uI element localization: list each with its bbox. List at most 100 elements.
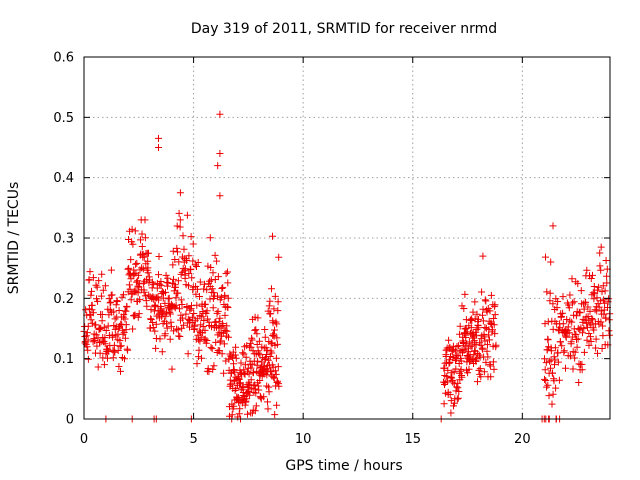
data-point [563, 316, 571, 323]
y-tick-label: 0.6 [53, 51, 74, 66]
data-point [174, 248, 181, 256]
data-point [110, 341, 118, 349]
data-point [201, 300, 209, 308]
data-point [593, 294, 601, 302]
data-point [559, 320, 567, 328]
data-point [546, 357, 554, 365]
data-point [218, 285, 226, 292]
data-point [264, 356, 272, 364]
data-point [214, 292, 221, 300]
data-point [564, 323, 572, 331]
data-point [598, 345, 606, 352]
data-point [121, 334, 129, 342]
data-point [195, 346, 203, 354]
data-point [482, 297, 490, 305]
plot-frame [83, 56, 611, 420]
data-point [244, 410, 251, 418]
data-point [117, 342, 125, 350]
data-point [252, 402, 260, 410]
data-point [141, 292, 149, 300]
data-point [121, 315, 129, 323]
data-point [587, 275, 595, 282]
data-point [98, 270, 106, 278]
data-point [211, 251, 219, 259]
data-point [232, 343, 240, 351]
data-point [489, 326, 496, 334]
data-point [114, 347, 122, 354]
data-point [196, 337, 204, 345]
data-point [223, 327, 231, 335]
data-point [220, 340, 228, 348]
data-point [266, 353, 274, 360]
data-point [200, 285, 208, 293]
data-point [597, 318, 605, 326]
data-point [236, 380, 243, 388]
data-point [98, 311, 106, 318]
data-point [216, 110, 224, 118]
data-point [228, 411, 236, 419]
data-point [218, 350, 226, 358]
data-point [549, 222, 557, 230]
data-point [162, 288, 169, 296]
data-point [173, 325, 181, 333]
data-point [267, 368, 275, 376]
data-point [260, 393, 268, 401]
data-point [478, 288, 486, 296]
data-point [115, 307, 123, 314]
data-point [550, 353, 558, 361]
data-point [271, 367, 279, 375]
data-point [556, 338, 564, 346]
data-point [456, 330, 464, 338]
data-point [178, 301, 186, 308]
axis-ticks [83, 56, 610, 420]
data-point [247, 343, 255, 351]
data-point [481, 337, 489, 345]
data-point [453, 395, 461, 403]
data-point [239, 383, 247, 391]
data-point [156, 335, 164, 343]
data-point [600, 296, 608, 304]
data-point [87, 291, 95, 299]
x-tick-label: 5 [189, 432, 197, 447]
data-point [127, 296, 135, 304]
data-point [131, 227, 139, 235]
chart-title: Day 319 of 2011, SRMTID for receiver nrm… [191, 21, 497, 37]
data-point [549, 390, 557, 398]
data-point [174, 326, 182, 334]
data-point [468, 355, 476, 363]
data-point [170, 275, 177, 283]
data-point [565, 304, 573, 312]
data-point [190, 310, 198, 317]
data-point [444, 377, 452, 385]
data-point [223, 303, 231, 311]
data-point [453, 351, 461, 359]
data-point [542, 377, 550, 384]
data-point [107, 298, 115, 306]
data-point [138, 243, 146, 250]
data-point [546, 289, 554, 297]
grid-lines [84, 57, 610, 419]
data-point [460, 345, 468, 353]
data-point [271, 411, 279, 419]
data-point [186, 306, 194, 314]
data-point [274, 307, 282, 315]
data-point [116, 342, 124, 350]
data-point [111, 348, 119, 356]
data-point [196, 293, 203, 300]
data-point [572, 331, 580, 339]
data-point [583, 266, 591, 274]
data-point [272, 370, 280, 378]
data-point [453, 383, 461, 391]
data-point [270, 305, 278, 313]
data-point [601, 299, 609, 307]
data-point [126, 269, 134, 277]
data-point [89, 338, 97, 346]
data-point [184, 315, 192, 323]
data-point [577, 287, 585, 295]
data-point [465, 365, 473, 373]
data-point [444, 366, 452, 374]
data-point [155, 296, 163, 304]
data-point [486, 307, 494, 315]
data-point [455, 388, 463, 395]
data-point [149, 319, 157, 326]
